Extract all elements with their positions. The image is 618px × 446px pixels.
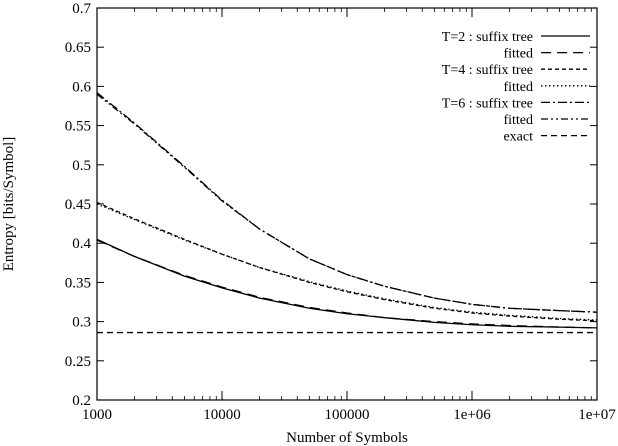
x-tick-label: 1e+06 (453, 407, 491, 423)
legend-label: fitted (503, 113, 533, 128)
legend-label: T=4 : suffix tree (442, 63, 533, 78)
y-tick-label: 0.2 (72, 393, 91, 409)
y-tick-label: 0.7 (72, 1, 91, 17)
y-tick-label: 0.3 (72, 315, 91, 331)
y-tick-label: 0.6 (72, 79, 91, 95)
legend-label: T=6 : suffix tree (442, 96, 533, 111)
x-tick-label: 1e+07 (578, 407, 616, 423)
y-tick-label: 0.55 (65, 119, 91, 135)
y-tick-label: 0.45 (65, 197, 91, 213)
x-tick-label: 1000 (82, 407, 112, 423)
x-axis-title: Number of Symbols (286, 430, 408, 446)
y-tick-label: 0.5 (72, 158, 91, 174)
x-tick-label: 10000 (203, 407, 241, 423)
series-line-2 (96, 201, 598, 322)
legend-label: fitted (503, 80, 533, 95)
series-line-5 (96, 93, 598, 313)
legend-label: fitted (503, 47, 533, 62)
x-tick-label: 100000 (325, 407, 370, 423)
y-tick-label: 0.35 (65, 275, 91, 291)
x-axis: 1000 10000 100000 1e+06 1e+07 (82, 8, 616, 423)
plot-lines (96, 92, 598, 334)
series-line-0 (96, 238, 598, 329)
series-line-3 (96, 203, 598, 321)
y-tick-label: 0.25 (65, 354, 91, 370)
y-tick-label: 0.65 (65, 40, 91, 56)
legend-label: T=2 : suffix tree (442, 30, 533, 45)
y-axis: 0.2 0.25 0.3 0.35 0.4 0.45 0.5 0.55 0.6 0.65 0.7 (65, 1, 597, 409)
series-line-1 (96, 239, 598, 329)
legend-label: exact (503, 130, 533, 145)
y-tick-label: 0.4 (72, 236, 91, 252)
y-axis-title: Entropy [bits/Symbol] (1, 137, 17, 272)
